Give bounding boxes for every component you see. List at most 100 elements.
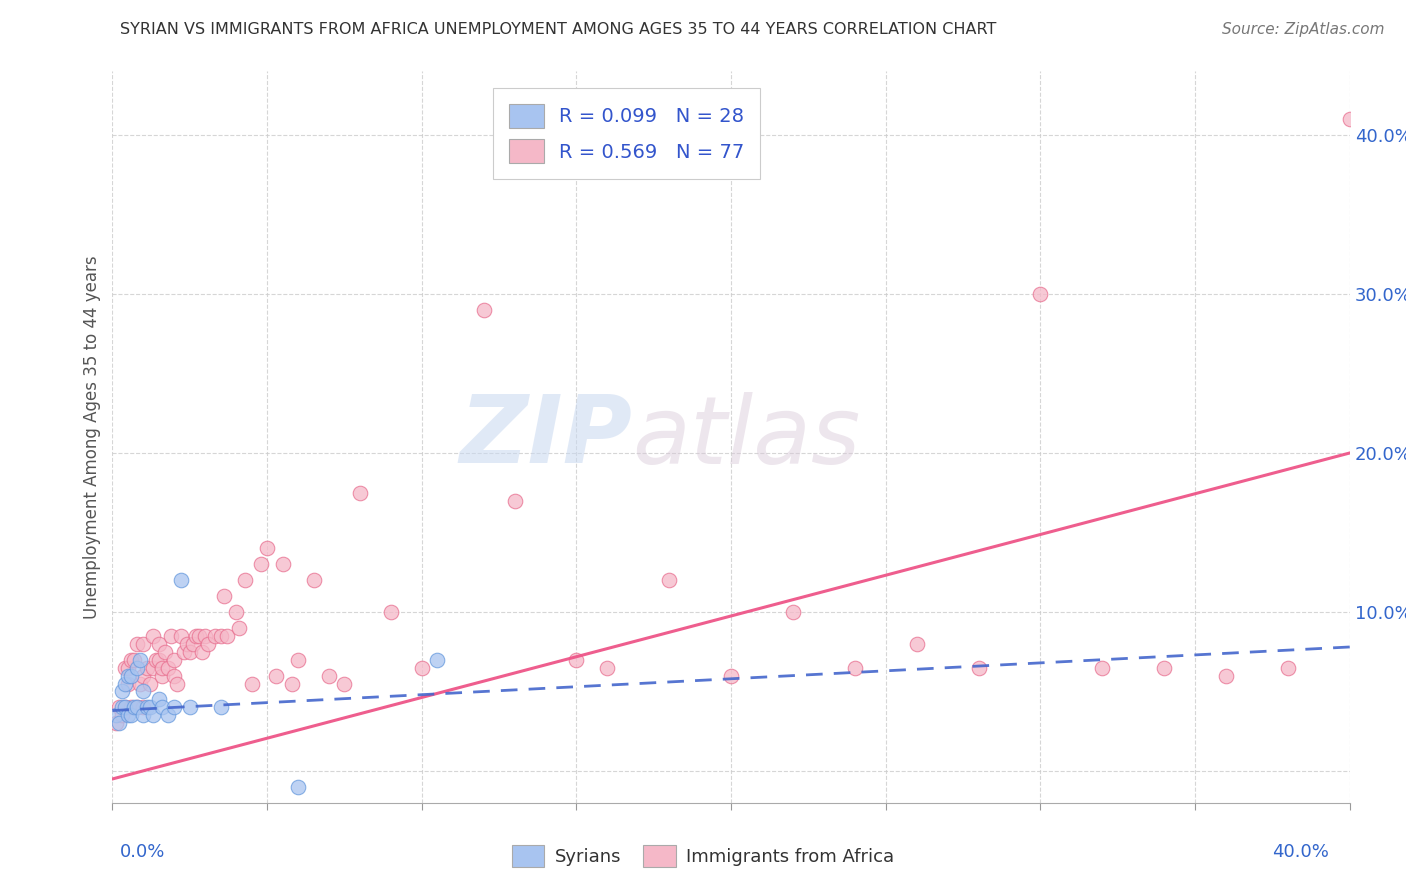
Point [209, 700, 232, 714]
Point [318, 668, 340, 682]
Text: Source: ZipAtlas.com: Source: ZipAtlas.com [1222, 22, 1385, 37]
Point [782, 605, 804, 619]
Point [142, 629, 165, 643]
Point [127, 700, 149, 714]
Point [426, 653, 449, 667]
Point [271, 558, 294, 572]
Point [166, 676, 188, 690]
Point [169, 573, 191, 587]
Text: 40.0%: 40.0% [1272, 843, 1329, 861]
Point [148, 653, 170, 667]
Point [114, 700, 136, 714]
Point [188, 629, 211, 643]
Point [114, 676, 136, 690]
Point [107, 716, 129, 731]
Point [472, 302, 495, 317]
Point [256, 541, 278, 556]
Point [148, 692, 170, 706]
Point [212, 589, 235, 603]
Point [967, 660, 990, 674]
Y-axis label: Unemployment Among Ages 35 to 44 years: Unemployment Among Ages 35 to 44 years [83, 255, 101, 619]
Point [150, 668, 173, 682]
Point [250, 558, 273, 572]
Point [117, 708, 139, 723]
Point [197, 637, 219, 651]
Point [120, 700, 142, 714]
Point [181, 637, 204, 651]
Point [1339, 112, 1361, 126]
Point [1091, 660, 1114, 674]
Point [150, 700, 173, 714]
Point [240, 676, 263, 690]
Text: atlas: atlas [633, 392, 860, 483]
Point [905, 637, 928, 651]
Point [157, 660, 180, 674]
Point [135, 660, 157, 674]
Point [129, 653, 152, 667]
Point [122, 653, 145, 667]
Point [122, 700, 145, 714]
Point [120, 668, 142, 682]
Point [184, 629, 207, 643]
Text: SYRIAN VS IMMIGRANTS FROM AFRICA UNEMPLOYMENT AMONG AGES 35 TO 44 YEARS CORRELAT: SYRIAN VS IMMIGRANTS FROM AFRICA UNEMPLO… [120, 22, 995, 37]
Point [132, 637, 155, 651]
Point [380, 605, 402, 619]
Point [235, 573, 257, 587]
Point [142, 660, 165, 674]
Point [104, 716, 127, 731]
Point [1153, 660, 1175, 674]
Legend: Syrians, Immigrants from Africa: Syrians, Immigrants from Africa [505, 838, 901, 874]
Legend: R = 0.099   N = 28, R = 0.569   N = 77: R = 0.099 N = 28, R = 0.569 N = 77 [494, 88, 761, 178]
Point [215, 629, 238, 643]
Point [333, 676, 356, 690]
Point [163, 668, 186, 682]
Point [173, 645, 195, 659]
Point [135, 700, 157, 714]
Point [117, 668, 139, 682]
Text: 0.0%: 0.0% [120, 843, 165, 861]
Point [411, 660, 433, 674]
Point [204, 629, 226, 643]
Point [1277, 660, 1299, 674]
Point [132, 708, 155, 723]
Point [148, 637, 170, 651]
Point [111, 708, 134, 723]
Point [658, 573, 681, 587]
Point [191, 645, 214, 659]
Point [160, 629, 183, 643]
Point [120, 653, 142, 667]
Point [138, 676, 160, 690]
Point [565, 653, 588, 667]
Point [844, 660, 866, 674]
Point [127, 660, 149, 674]
Point [163, 653, 186, 667]
Point [117, 676, 139, 690]
Point [150, 660, 173, 674]
Point [281, 676, 304, 690]
Point [127, 637, 149, 651]
Point [287, 653, 309, 667]
Point [120, 708, 142, 723]
Text: ZIP: ZIP [460, 391, 633, 483]
Point [153, 645, 176, 659]
Point [132, 700, 155, 714]
Point [104, 708, 127, 723]
Point [142, 708, 165, 723]
Point [132, 684, 155, 698]
Point [114, 700, 136, 714]
Point [194, 629, 217, 643]
Point [176, 637, 198, 651]
Point [127, 700, 149, 714]
Point [1029, 287, 1052, 301]
Point [228, 621, 250, 635]
Point [503, 493, 526, 508]
Point [107, 700, 129, 714]
Point [287, 780, 309, 794]
Point [111, 700, 134, 714]
Point [114, 660, 136, 674]
Point [132, 668, 155, 682]
Point [138, 700, 160, 714]
Point [720, 668, 742, 682]
Point [179, 700, 201, 714]
Point [117, 660, 139, 674]
